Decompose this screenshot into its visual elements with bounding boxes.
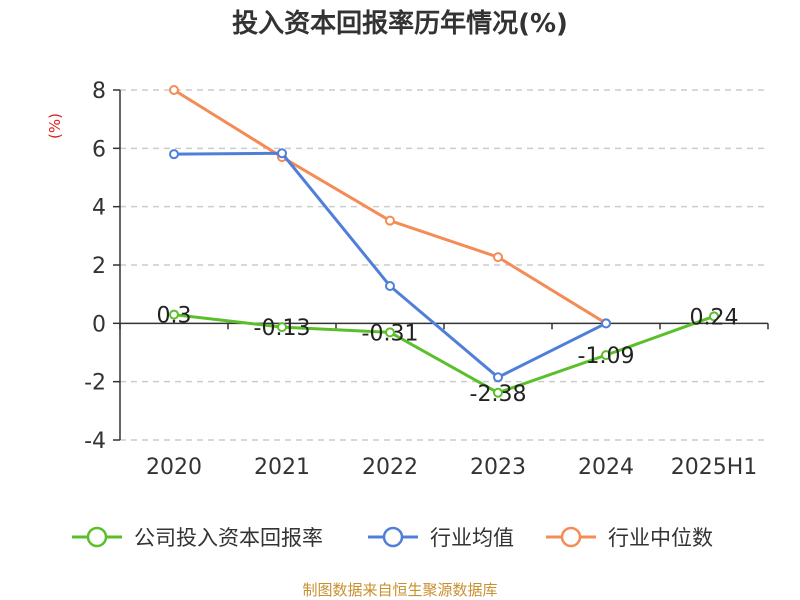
x-tick-label: 2020 bbox=[146, 455, 202, 480]
legend-label[interactable]: 行业中位数 bbox=[608, 526, 713, 550]
y-axis-unit: (%) bbox=[46, 113, 64, 139]
data-labels: 0.3 -0.13 -0.31 -2.38 -1.09 0.24 bbox=[157, 304, 739, 407]
legend-swatch-marker bbox=[560, 526, 582, 548]
data-point[interactable] bbox=[493, 387, 503, 398]
data-point[interactable] bbox=[385, 215, 395, 226]
data-label: -0.31 bbox=[362, 321, 419, 346]
data-label: -2.38 bbox=[470, 382, 527, 407]
axes: 8 6 4 2 0 -2 -4 2020 2021 2022 2023 2024 2025H1 bbox=[84, 79, 769, 480]
legend[interactable]: 公司投入资本回报率 行业均值 行业中位数 bbox=[72, 526, 713, 550]
data-point[interactable] bbox=[709, 311, 719, 322]
y-tick-label: 0 bbox=[92, 312, 106, 337]
data-point[interactable] bbox=[493, 372, 503, 383]
y-tick-label: 4 bbox=[92, 196, 106, 221]
x-tick-label: 2021 bbox=[254, 455, 310, 480]
data-label: 0.24 bbox=[690, 305, 739, 330]
data-point[interactable] bbox=[169, 85, 179, 95]
y-tick-label: -2 bbox=[84, 371, 106, 396]
y-tick-label: -4 bbox=[84, 429, 106, 454]
x-tick-label: 2022 bbox=[362, 455, 418, 480]
y-tick-label: 8 bbox=[92, 79, 106, 104]
data-point[interactable] bbox=[385, 281, 395, 291]
legend-label[interactable]: 行业均值 bbox=[430, 526, 514, 550]
x-tick-label: 2024 bbox=[578, 455, 634, 480]
data-point[interactable] bbox=[277, 148, 287, 159]
y-tick-label: 6 bbox=[92, 137, 106, 162]
data-label: -1.09 bbox=[578, 344, 635, 369]
x-tick-label: 2023 bbox=[470, 455, 526, 480]
data-source-note: 制图数据来自恒生聚源数据库 bbox=[302, 581, 497, 599]
data-point[interactable] bbox=[169, 309, 179, 320]
grid-lines bbox=[120, 89, 768, 441]
data-point[interactable] bbox=[493, 252, 503, 263]
legend-label[interactable]: 公司投入资本回报率 bbox=[134, 526, 323, 550]
x-tick-label: 2025H1 bbox=[671, 455, 758, 480]
data-point[interactable] bbox=[385, 327, 395, 338]
series-line bbox=[173, 313, 715, 395]
series-lines bbox=[169, 85, 719, 398]
data-label: -0.13 bbox=[254, 316, 311, 341]
data-point[interactable] bbox=[169, 149, 179, 160]
legend-swatch-marker bbox=[382, 526, 404, 548]
legend-swatch-marker bbox=[86, 526, 108, 548]
data-label: 0.3 bbox=[157, 304, 192, 329]
data-point[interactable] bbox=[601, 350, 611, 361]
data-point[interactable] bbox=[277, 322, 287, 333]
chart-title: 投入资本回报率历年情况(%) bbox=[232, 8, 568, 39]
y-tick-label: 2 bbox=[92, 254, 106, 279]
data-point[interactable] bbox=[601, 318, 611, 329]
